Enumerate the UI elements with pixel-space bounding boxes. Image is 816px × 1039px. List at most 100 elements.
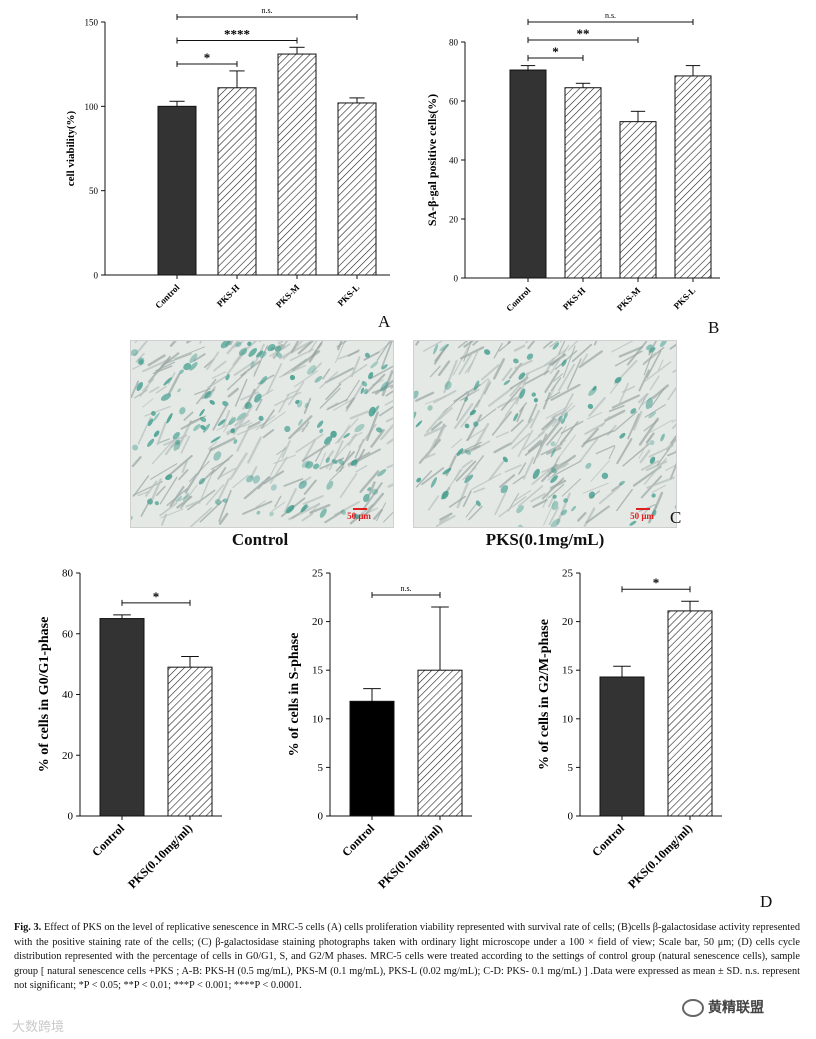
stained-cell — [319, 508, 327, 518]
cell-fiber — [215, 478, 230, 505]
stained-cell — [244, 401, 252, 410]
cell-fiber — [166, 488, 188, 506]
stained-cell — [367, 487, 372, 492]
stained-cell — [136, 381, 143, 392]
y-axis-label: SA-β-gal positive cells(%) — [425, 94, 439, 226]
stained-cell — [210, 436, 221, 443]
cell-fiber — [142, 398, 154, 408]
stained-cell — [131, 516, 133, 521]
stained-cell — [274, 346, 282, 352]
cell-fiber — [142, 358, 170, 373]
cell-fiber — [380, 423, 393, 441]
stained-cell — [500, 485, 509, 494]
cell-fiber — [465, 503, 478, 518]
stained-cell — [430, 477, 437, 488]
x-tick-label: Control — [504, 285, 533, 314]
significance-label: **** — [224, 27, 250, 42]
cell-fiber — [156, 485, 166, 496]
cell-fiber — [645, 419, 674, 436]
cell-fiber — [157, 438, 170, 444]
cell-fiber — [549, 344, 570, 375]
stained-cell — [464, 449, 472, 455]
bar — [619, 121, 657, 279]
stained-cell — [558, 415, 563, 421]
y-tick-label: 20 — [312, 616, 324, 628]
stained-cell — [202, 423, 211, 433]
stained-cell — [284, 425, 291, 433]
stained-cell — [473, 421, 479, 427]
cell-fiber — [335, 451, 355, 472]
cell-fiber — [478, 408, 497, 422]
stained-cell — [587, 403, 594, 410]
stained-cell — [585, 462, 592, 469]
stained-cell — [550, 441, 556, 447]
cell-fiber — [232, 474, 249, 489]
stained-cell — [649, 456, 656, 464]
cell-fiber — [421, 467, 445, 486]
cell-fiber — [669, 462, 676, 480]
cell-fiber — [586, 411, 603, 420]
cell-fiber — [579, 437, 599, 463]
stained-cell — [516, 505, 524, 514]
stained-cell — [464, 423, 470, 429]
cell-fiber — [548, 506, 560, 526]
cell-fiber — [337, 424, 351, 444]
cell-fiber — [324, 510, 344, 524]
stained-cell — [531, 392, 536, 397]
cell-fiber — [542, 392, 551, 410]
cell-fiber — [160, 508, 184, 519]
chart-d-g2m: 0 5 10 15 20 25 % of cells in G2/M-phase Contro… — [537, 568, 722, 891]
cell-fiber — [518, 462, 527, 475]
cell-fiber — [598, 485, 620, 505]
stained-cell — [295, 399, 300, 404]
cell-fiber — [319, 387, 341, 409]
y-tick-label: 100 — [85, 102, 99, 112]
stained-cell — [350, 459, 358, 466]
cell-fiber — [218, 512, 229, 525]
stained-cell — [340, 509, 346, 515]
cell-fiber — [328, 440, 344, 471]
x-tick-label: PKS-H — [561, 285, 588, 312]
watermark-right-text: 黄精联盟 — [708, 1000, 764, 1016]
cell-fiber — [493, 342, 503, 359]
stained-cell — [220, 341, 231, 349]
cell-fiber — [511, 432, 531, 450]
stained-cell — [414, 390, 419, 399]
cell-fiber — [522, 456, 535, 480]
cell-fiber — [185, 484, 198, 502]
cell-fiber — [600, 416, 611, 428]
cell-fiber — [180, 435, 191, 454]
cell-fiber — [283, 488, 297, 513]
cell-fiber — [155, 385, 167, 394]
cell-fiber — [456, 482, 469, 509]
significance-label: * — [204, 50, 211, 65]
cell-fiber — [176, 495, 193, 509]
stained-cell — [305, 461, 314, 469]
cell-fiber — [226, 341, 240, 355]
cell-fiber — [554, 465, 567, 472]
cell-fiber — [229, 341, 234, 346]
cell-fiber — [468, 505, 483, 521]
cell-fiber — [532, 498, 548, 509]
cell-fiber — [163, 434, 188, 446]
cell-fiber — [443, 359, 458, 394]
cell-fiber — [232, 341, 245, 349]
stained-cell — [552, 342, 560, 350]
stained-cell — [330, 430, 337, 438]
cell-fiber — [438, 360, 451, 377]
cell-fiber — [643, 419, 659, 432]
stained-cell — [166, 412, 173, 424]
cell-fiber — [234, 378, 248, 407]
cell-fiber — [183, 411, 194, 421]
stained-cell — [561, 359, 567, 367]
cell-fiber — [355, 465, 368, 473]
cell-fiber — [667, 451, 676, 457]
cell-fiber — [571, 343, 593, 363]
bar — [349, 700, 395, 817]
cell-fiber — [303, 479, 317, 495]
cell-fiber — [672, 423, 676, 430]
cell-fiber — [361, 492, 385, 519]
cell-fiber — [462, 466, 477, 481]
cell-fiber — [134, 341, 149, 357]
cell-fiber — [262, 475, 276, 483]
